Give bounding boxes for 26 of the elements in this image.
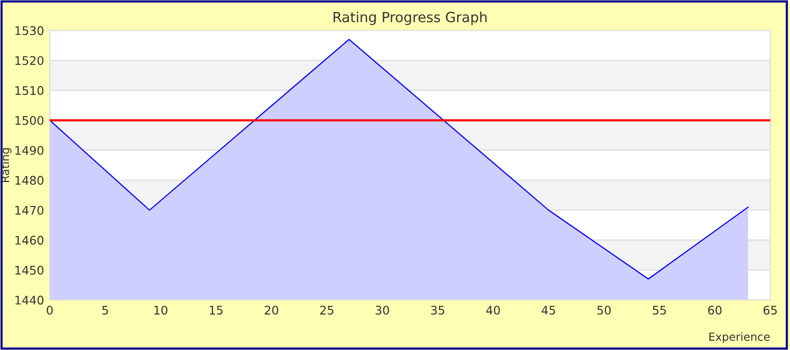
- x-tick-label: 10: [154, 306, 168, 315]
- chart-title: Rating Progress Graph: [334, 12, 487, 26]
- x-tick-label: 65: [764, 306, 777, 315]
- x-tick-label: 40: [486, 306, 500, 315]
- y-tick-label: 1530: [15, 26, 44, 36]
- x-tick-label: 30: [376, 306, 390, 315]
- x-tick-label: 5: [102, 306, 108, 315]
- x-tick-label: 15: [210, 306, 223, 315]
- x-tick-label: 0: [46, 306, 53, 315]
- y-tick-label: 1510: [15, 86, 44, 95]
- x-tick-label: 55: [652, 306, 666, 315]
- y-tick-label: 1520: [15, 56, 44, 66]
- y-tick-label: 1500: [15, 116, 44, 125]
- x-tick-label: 20: [264, 306, 278, 315]
- x-tick-label: 50: [597, 306, 611, 315]
- y-tick-label: 1490: [15, 146, 44, 155]
- x-tick-label: 60: [708, 306, 722, 315]
- x-tick-label: 25: [320, 306, 334, 315]
- x-tick-label: 45: [542, 306, 556, 315]
- y-tick-label: 1470: [15, 206, 44, 215]
- x-tick-label: 35: [431, 306, 444, 315]
- y-tick-label: 1480: [15, 176, 44, 185]
- y-tick-label: 1450: [15, 266, 44, 275]
- y-tick-label: 1440: [15, 296, 44, 305]
- y-tick-label: 1460: [15, 236, 44, 245]
- x-axis-title: Experience: [709, 332, 770, 344]
